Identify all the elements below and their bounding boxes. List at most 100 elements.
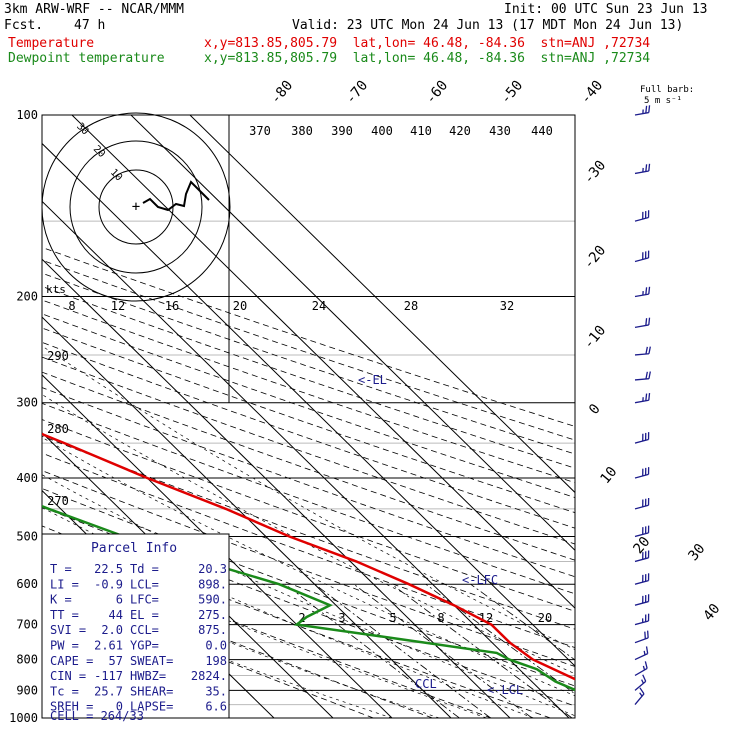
dry-adiabat xyxy=(42,545,492,718)
wind-barb-staff xyxy=(634,473,649,479)
mixing-ratio-line xyxy=(425,583,575,695)
isotherm-line xyxy=(42,258,511,718)
parcel-field-value: 20.3 xyxy=(198,562,227,576)
wind-barb-staff xyxy=(634,399,649,404)
wind-barb-half xyxy=(641,679,645,684)
wind-barb-flag xyxy=(646,630,649,638)
dewpoint-curve xyxy=(42,504,575,692)
parcel-field-value: -117 xyxy=(94,669,123,683)
wind-barb xyxy=(634,687,645,705)
dry-adiabat xyxy=(42,286,575,469)
wind-barb-staff xyxy=(634,557,649,563)
pressure-tick-label: 400 xyxy=(16,471,38,485)
parcel-cell: CELL = 264/33 xyxy=(50,709,144,723)
wind-barb xyxy=(634,163,651,175)
theta-label: 420 xyxy=(449,124,471,138)
mixing-ratio-line xyxy=(285,583,460,718)
parcel-field-name: CIN = xyxy=(50,669,86,683)
parcel-field-name: CCL= xyxy=(130,623,159,637)
hodograph-units: kts xyxy=(46,283,66,296)
wind-barb xyxy=(634,432,650,444)
isotherm-label: -10 xyxy=(581,323,610,353)
wind-barb-staff xyxy=(634,600,649,606)
parcel-field-name: SREH = xyxy=(50,700,93,714)
dry-adiabat xyxy=(42,272,575,455)
dry-adiabat xyxy=(42,452,575,649)
hodograph-center: + xyxy=(132,199,140,215)
pressure-tick-label: 700 xyxy=(16,618,38,632)
wind-barb-staff xyxy=(634,257,649,263)
parcel-field-value: 2.61 xyxy=(94,639,123,653)
wind-barb xyxy=(634,346,651,356)
wind-barb xyxy=(634,250,650,263)
parcel-field-value: 25.7 xyxy=(94,684,123,698)
mixing-ratio-label: 12 xyxy=(479,611,493,625)
wind-barb-half xyxy=(639,692,643,697)
wind-barb-flag xyxy=(645,287,648,295)
wind-barb-flag xyxy=(639,687,645,695)
dry-adiabat xyxy=(42,419,575,612)
pressure-tick-label: 200 xyxy=(16,290,38,304)
hodograph-ring-label: 20 xyxy=(91,144,107,160)
wind-barb xyxy=(634,674,647,691)
mixing-ratio-line xyxy=(391,583,573,718)
isotherm-line xyxy=(130,115,575,552)
wind-barb-staff xyxy=(634,667,648,677)
wind-barb xyxy=(634,550,650,563)
wind-barb-flag xyxy=(644,631,646,639)
isotherm-label: -20 xyxy=(581,243,610,273)
isotherm-label: -50 xyxy=(498,78,527,108)
pressure-tick-label: 1000 xyxy=(9,711,38,725)
mixing-ratio-label: 16 xyxy=(165,299,179,313)
theta-label: 430 xyxy=(489,124,511,138)
theta-label: 400 xyxy=(371,124,393,138)
wind-barb-flag xyxy=(642,674,647,682)
parcel-field-value: 0 xyxy=(116,700,123,714)
theta-label: 270 xyxy=(47,494,69,508)
wind-barb-staff xyxy=(634,637,649,644)
wind-barb xyxy=(634,661,648,677)
wind-barb xyxy=(634,573,650,585)
parcel-field-name: LI = xyxy=(50,577,79,591)
isotherm-label: 40 xyxy=(700,601,723,624)
parcel-field-value: 0.0 xyxy=(205,639,227,653)
wind-barb xyxy=(634,210,650,222)
mixing-ratio-line xyxy=(470,583,575,661)
parcel-info-title: Parcel Info xyxy=(91,541,177,556)
pressure-tick-label: 900 xyxy=(16,683,38,697)
hodograph-trace xyxy=(142,180,210,212)
wind-barb-staff xyxy=(634,293,649,298)
forecast-hour: 47 h xyxy=(74,18,106,33)
theta-label: 390 xyxy=(331,124,353,138)
dry-adiabat xyxy=(42,341,575,529)
parcel-field-name: LAPSE= xyxy=(130,700,173,714)
parcel-field-value: 590. xyxy=(198,593,227,607)
dry-adiabat xyxy=(42,525,551,718)
isotherm-label: 0 xyxy=(586,401,604,418)
isotherm-label: -40 xyxy=(578,78,607,108)
mixing-ratio-label: 3 xyxy=(338,611,345,625)
isotherm-line xyxy=(42,142,575,667)
wind-barb-staff xyxy=(634,378,650,381)
parcel-field-name: TT = xyxy=(50,608,79,622)
level-annotation: CCL xyxy=(415,677,437,691)
isotherm-label: -80 xyxy=(268,78,297,108)
mixing-ratio-line xyxy=(353,583,533,718)
mixing-ratio-label: 8 xyxy=(437,611,444,625)
isotherm-label: 10 xyxy=(597,464,620,487)
model-title: 3km ARW-WRF -- NCAR/MMM xyxy=(4,2,185,17)
wind-barb-flag xyxy=(645,105,648,114)
plot-frame xyxy=(41,114,576,719)
parcel-field-value: 6.6 xyxy=(205,700,227,714)
isotherm-label: 20 xyxy=(630,534,653,557)
wind-barb-flag xyxy=(648,317,651,326)
mixing-ratio-label: 20 xyxy=(538,611,552,625)
parcel-field-value: 35. xyxy=(205,684,227,698)
dry-adiabat xyxy=(42,470,575,667)
wind-barb xyxy=(634,525,650,538)
parcel-field-value: 2.0 xyxy=(101,623,123,637)
hodograph-ring xyxy=(69,140,203,274)
wind-barb-staff xyxy=(634,504,649,510)
dry-adiabat xyxy=(42,565,433,718)
